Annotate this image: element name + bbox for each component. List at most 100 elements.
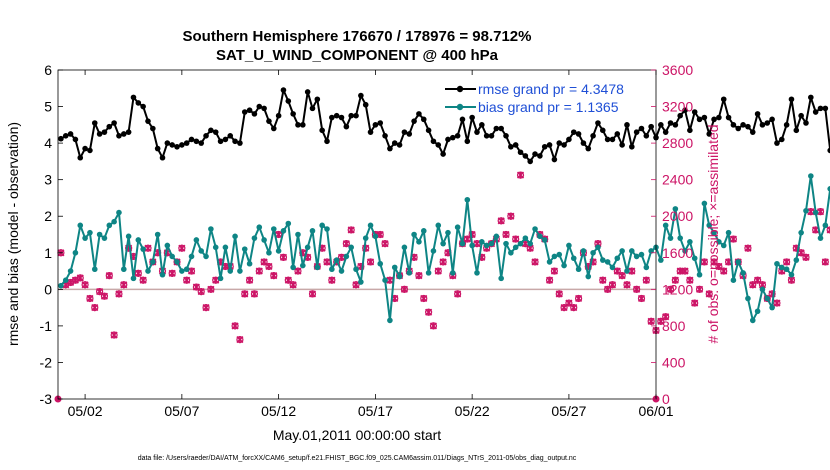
rmse-point — [377, 120, 384, 126]
bias-point — [527, 240, 534, 247]
obs-assimilated-point — [647, 317, 655, 325]
bias-point — [735, 259, 742, 265]
obs-assimilated-point — [91, 304, 99, 312]
bias-point — [377, 260, 384, 267]
obs-assimilated-point — [202, 304, 210, 312]
obs-assimilated-point — [255, 267, 263, 275]
rmse-point — [725, 114, 732, 121]
bias-point — [348, 244, 354, 251]
rmse-point — [474, 129, 480, 135]
rmse-point — [300, 122, 306, 128]
obs-assimilated-point — [642, 276, 650, 284]
bias-point — [599, 257, 606, 263]
bias-point — [658, 257, 664, 263]
obs-assimilated-point — [434, 267, 442, 275]
obs-assimilated-point — [250, 290, 258, 298]
bias-point — [808, 173, 814, 179]
bias-point — [237, 268, 243, 274]
obs-assimilated-point — [323, 258, 331, 266]
obs-assimilated-point — [275, 230, 283, 239]
x-tick-label: 05/02 — [68, 403, 103, 419]
bias-point — [430, 248, 437, 254]
obs-assimilated-point — [381, 240, 389, 248]
bias-point — [169, 253, 175, 260]
rmse-point — [778, 136, 785, 143]
bias-point — [382, 277, 388, 283]
bias-point — [522, 235, 529, 241]
bias-point — [508, 249, 514, 256]
bias-point — [575, 266, 582, 273]
rmse-point — [241, 109, 248, 115]
rmse-point — [808, 94, 814, 101]
rmse-point — [691, 109, 698, 115]
rmse-point — [251, 111, 258, 117]
bias-point — [720, 242, 727, 249]
bias-point — [241, 246, 248, 252]
rmse-point — [338, 114, 345, 121]
rmse-point — [730, 122, 737, 128]
rmse-point — [111, 120, 117, 126]
rmse-point — [599, 127, 606, 134]
rmse-point — [754, 111, 761, 117]
bias-point — [179, 268, 185, 274]
rmse-point — [479, 122, 485, 128]
bias-point — [624, 268, 630, 274]
rmse-point — [440, 151, 446, 157]
legend-bias-label: bias grand pr = 1.1365 — [478, 99, 619, 115]
obs-assimilated-point — [415, 272, 423, 280]
rmse-point — [246, 107, 253, 114]
bias-point — [58, 282, 64, 289]
right-tick-label: 1600 — [662, 245, 693, 261]
rmse-point — [701, 114, 708, 121]
rmse-point — [493, 125, 500, 132]
bias-point — [396, 273, 403, 280]
bias-point — [730, 277, 737, 283]
bias-point — [817, 235, 824, 241]
obs-assimilated-point — [570, 304, 578, 312]
bias-point — [459, 240, 466, 247]
rmse-point — [570, 129, 577, 135]
obs-assimilated-point — [618, 272, 626, 280]
rmse-point — [812, 109, 819, 115]
rmse-point — [817, 105, 824, 112]
bias-point — [778, 264, 785, 271]
x-tick-label: 05/12 — [261, 403, 296, 419]
obs-assimilated-point — [115, 290, 123, 298]
bias-point — [445, 229, 451, 236]
rmse-point — [798, 112, 804, 119]
rmse-point — [382, 133, 388, 139]
rmse-point — [508, 143, 514, 150]
x-axis-ticks: 05/02 05/07 05/12 05/17 05/22 05/27 06/01 — [68, 70, 674, 419]
bias-point — [754, 308, 761, 315]
bias-point — [246, 260, 253, 267]
rmse-point — [749, 129, 756, 135]
rmse-point — [285, 98, 292, 104]
rmse-point — [333, 112, 340, 119]
obs-assimilated-point — [347, 226, 355, 234]
right-tick-label: 1200 — [662, 281, 693, 297]
bias-point — [159, 271, 166, 278]
rmse-point — [604, 136, 611, 143]
bias-point — [764, 295, 771, 302]
bias-point — [333, 257, 340, 263]
bias-point — [769, 304, 775, 311]
rmse-point — [512, 142, 519, 148]
obs-assimilated-point — [231, 322, 239, 330]
x-tick-label: 05/07 — [164, 403, 199, 419]
bias-point — [96, 231, 103, 238]
left-tick-label: 1 — [44, 245, 52, 261]
bias-point — [72, 249, 79, 256]
rmse-point — [561, 142, 567, 148]
obs-assimilated-point — [623, 281, 631, 289]
obs-assimilated-point — [76, 274, 84, 282]
bias-point — [449, 270, 456, 276]
legend-bias-marker — [456, 103, 464, 111]
bias-point — [314, 264, 321, 271]
bias-point — [691, 255, 698, 262]
obs-assimilated-point — [376, 230, 384, 239]
rmse-point — [212, 129, 219, 135]
obs-assimilated-point — [531, 258, 539, 266]
obs-assimilated-point — [110, 331, 118, 339]
bias-point — [672, 206, 679, 212]
rmse-point — [420, 116, 427, 123]
